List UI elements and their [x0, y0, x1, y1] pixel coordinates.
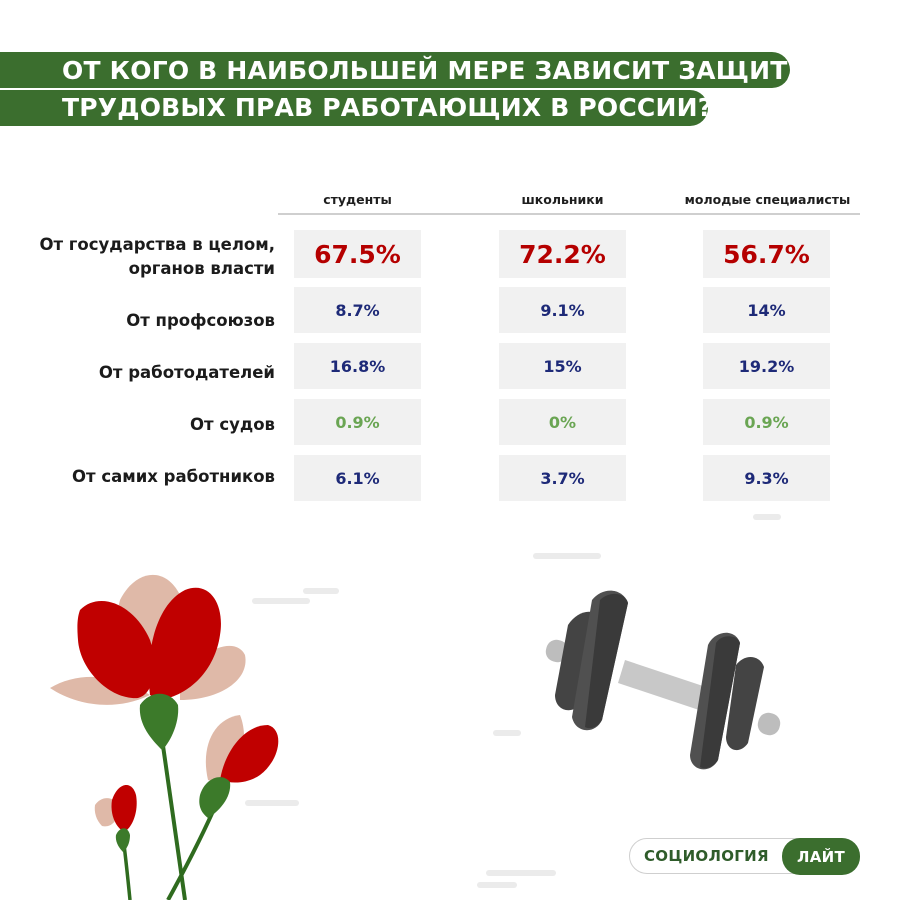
column-header-students: студенты — [323, 192, 392, 207]
cell-employers-schoolchildren: 15% — [499, 343, 626, 389]
decorative-dash — [477, 882, 517, 888]
title-banner: ОТ КОГО В НАИБОЛЬШЕЙ МЕРЕ ЗАВИСИТ ЗАЩИТА… — [0, 0, 900, 140]
cell-courts-young-specialists: 0.9% — [703, 399, 830, 445]
row-label-government-line-1: От государства в целом, — [39, 235, 275, 254]
cell-unions-students: 8.7% — [294, 287, 421, 333]
decorative-dash — [753, 514, 781, 520]
cell-employers-young-specialists: 19.2% — [703, 343, 830, 389]
row-label-government: От государства в целом, органов власти — [39, 233, 275, 281]
row-label-employers: От работодателей — [98, 363, 275, 382]
dumbbell-icon — [545, 590, 781, 770]
decorative-dash — [245, 800, 299, 806]
column-header-young-specialists: молодые специалисты — [684, 192, 851, 207]
row-label-workers: От самих работников — [72, 467, 275, 486]
page-title-line-1: ОТ КОГО В НАИБОЛЬШЕЙ МЕРЕ ЗАВИСИТ ЗАЩИТА — [62, 56, 807, 85]
cell-workers-students: 6.1% — [294, 455, 421, 501]
cell-employers-students: 16.8% — [294, 343, 421, 389]
title-banner-shape — [0, 52, 790, 126]
cell-workers-young-specialists: 9.3% — [703, 455, 830, 501]
brand-name-right: ЛАЙТ — [782, 838, 860, 875]
cell-unions-young-specialists: 14% — [703, 287, 830, 333]
cell-unions-schoolchildren: 9.1% — [499, 287, 626, 333]
cell-government-schoolchildren: 72.2% — [499, 230, 626, 278]
header-divider — [278, 213, 860, 215]
decorative-dash — [533, 553, 601, 559]
brand-badge: СОЦИОЛОГИЯ ЛАЙТ — [629, 838, 860, 875]
row-label-courts: От судов — [190, 415, 275, 434]
decorative-dash — [486, 870, 556, 876]
decorative-dash — [252, 598, 310, 604]
page-title-line-2: ТРУДОВЫХ ПРАВ РАБОТАЮЩИХ В РОССИИ? — [62, 93, 713, 122]
brand-name-left: СОЦИОЛОГИЯ — [644, 847, 769, 865]
column-header-schoolchildren: школьники — [521, 192, 604, 207]
cell-government-young-specialists: 56.7% — [703, 230, 830, 278]
cell-courts-students: 0.9% — [294, 399, 421, 445]
row-label-government-line-2: органов власти — [128, 259, 275, 278]
decorative-dash — [303, 588, 339, 594]
cell-government-students: 67.5% — [294, 230, 421, 278]
flowers-icon — [50, 574, 279, 900]
cell-courts-schoolchildren: 0% — [499, 399, 626, 445]
decorative-dash — [493, 730, 521, 736]
row-label-unions: От профсоюзов — [126, 311, 275, 330]
cell-workers-schoolchildren: 3.7% — [499, 455, 626, 501]
